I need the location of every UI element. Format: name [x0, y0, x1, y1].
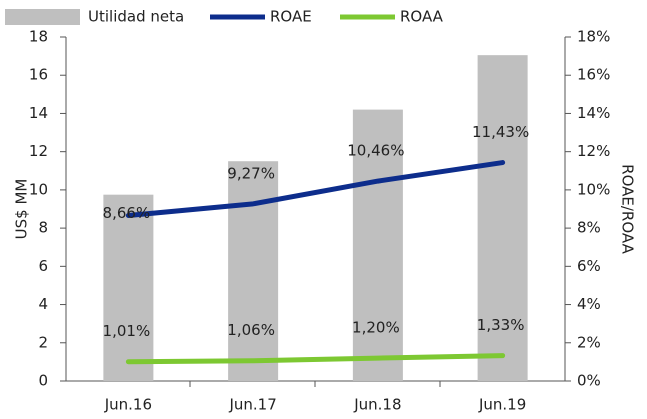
y-tick-label: 14: [29, 104, 48, 122]
x-tick-label: Jun.17: [228, 396, 276, 414]
y-tick-label: 2: [38, 333, 48, 351]
legend-label: Utilidad neta: [88, 8, 184, 26]
x-tick-label: Jun.18: [353, 396, 401, 414]
bar: [103, 194, 154, 381]
bar: [477, 55, 528, 382]
y-tick-label: 4: [38, 295, 48, 313]
data-label: 1,20%: [352, 319, 400, 337]
data-label: 10,46%: [347, 142, 404, 160]
y2-axis-label: ROAE/ROAA: [619, 164, 637, 254]
data-label: 1,33%: [477, 316, 525, 334]
y2-tick-label: 18%: [577, 28, 610, 46]
legend-label: ROAE: [270, 8, 312, 26]
data-label: 11,43%: [472, 123, 529, 141]
y2-tick-label: 16%: [577, 66, 610, 84]
y2-tick-label: 6%: [577, 257, 601, 275]
y2-tick-label: 12%: [577, 142, 610, 160]
y-tick-label: 12: [29, 142, 48, 160]
y-tick-label: 18: [29, 28, 48, 46]
y-axis-label: US$ MM: [13, 179, 31, 240]
data-label: 1,01%: [103, 322, 151, 340]
x-tick-label: Jun.16: [104, 396, 152, 414]
y2-tick-label: 4%: [577, 295, 601, 313]
data-label: 8,66%: [103, 204, 151, 222]
legend-swatch: [5, 9, 80, 25]
y2-tick-label: 0%: [577, 372, 601, 390]
line: [125, 160, 506, 218]
legend-label: ROAA: [400, 8, 444, 26]
y2-tick-label: 10%: [577, 180, 610, 198]
y-tick-label: 10: [29, 180, 48, 198]
y-tick-label: 8: [38, 219, 48, 237]
y2-tick-label: 2%: [577, 333, 601, 351]
data-label: 1,06%: [227, 321, 275, 339]
bar: [352, 109, 403, 381]
line: [125, 353, 506, 365]
y-tick-label: 0: [38, 372, 48, 390]
y2-tick-label: 14%: [577, 104, 610, 122]
x-tick-label: Jun.19: [478, 396, 526, 414]
y-tick-label: 16: [29, 66, 48, 84]
bar: [228, 161, 279, 381]
y-tick-label: 6: [38, 257, 48, 275]
data-label: 9,27%: [227, 164, 275, 182]
y2-tick-label: 8%: [577, 219, 601, 237]
